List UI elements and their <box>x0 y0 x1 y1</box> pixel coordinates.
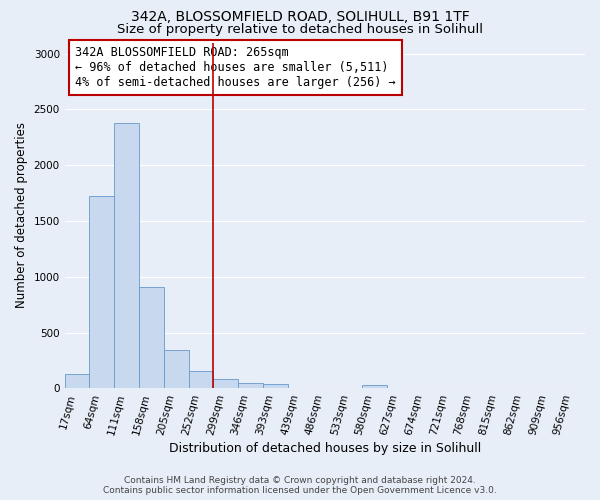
Text: 342A, BLOSSOMFIELD ROAD, SOLIHULL, B91 1TF: 342A, BLOSSOMFIELD ROAD, SOLIHULL, B91 1… <box>131 10 469 24</box>
X-axis label: Distribution of detached houses by size in Solihull: Distribution of detached houses by size … <box>169 442 481 455</box>
Bar <box>139 288 164 388</box>
Bar <box>214 380 238 388</box>
Bar <box>263 384 287 388</box>
Text: 342A BLOSSOMFIELD ROAD: 265sqm
← 96% of detached houses are smaller (5,511)
4% o: 342A BLOSSOMFIELD ROAD: 265sqm ← 96% of … <box>75 46 395 89</box>
Bar <box>238 382 263 388</box>
Y-axis label: Number of detached properties: Number of detached properties <box>15 122 28 308</box>
Bar <box>89 196 114 388</box>
Bar <box>188 371 214 388</box>
Bar <box>164 350 188 389</box>
Bar <box>362 385 387 388</box>
Text: Size of property relative to detached houses in Solihull: Size of property relative to detached ho… <box>117 22 483 36</box>
Bar <box>65 374 89 388</box>
Bar <box>114 123 139 388</box>
Text: Contains HM Land Registry data © Crown copyright and database right 2024.
Contai: Contains HM Land Registry data © Crown c… <box>103 476 497 495</box>
